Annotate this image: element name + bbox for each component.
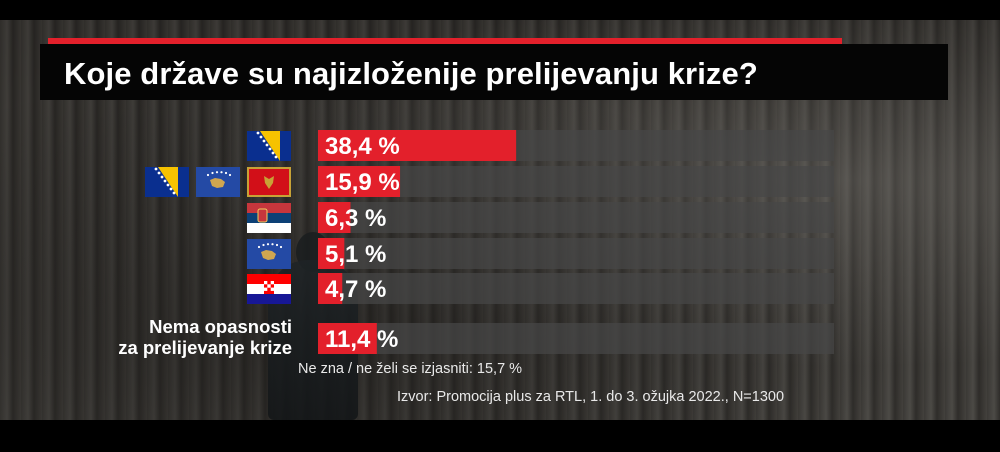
montenegro-flag-icon	[247, 167, 291, 197]
title-accent-bar	[48, 38, 842, 44]
bar-2	[318, 202, 351, 233]
serbia-flag-icon	[246, 202, 292, 234]
bar-value-label-0: 38,4 %	[325, 133, 400, 160]
kosovo-flag-icon	[247, 239, 291, 269]
bar-track-4	[318, 273, 834, 304]
bar-track-1	[318, 166, 834, 197]
bar-value-label-5: 11,4 %	[325, 326, 398, 353]
bar-track-3	[318, 238, 834, 269]
chart-title: Koje države su najizloženije prelijevanj…	[64, 56, 758, 91]
bar-4	[318, 273, 343, 304]
footnote: Ne zna / ne želi se izjasniti: 15,7 %	[298, 361, 523, 377]
bar-1	[318, 166, 401, 197]
bar-value-label-4: 4,7 %	[325, 276, 386, 303]
bosnia-flag-icon	[145, 167, 189, 197]
kosovo-flag-icon	[196, 167, 240, 197]
bosnia-flag-icon	[247, 131, 291, 161]
bar-value-label-2: 6,3 %	[325, 205, 386, 232]
bar-5	[318, 323, 377, 354]
category-label-5-line-0: Nema opasnosti	[149, 316, 292, 337]
source-note: Izvor: Promocija plus za RTL, 1. do 3. o…	[397, 389, 785, 405]
croatia-flag-icon	[247, 274, 291, 304]
title-bar	[40, 44, 948, 100]
bar-track-2	[318, 202, 834, 233]
bar-value-label-1: 15,9 %	[325, 169, 400, 196]
bar-3	[318, 238, 345, 269]
bar-value-label-3: 5,1 %	[325, 241, 386, 268]
bar-track-5	[318, 323, 834, 354]
category-label-5-line-1: za prelijevanje krize	[118, 337, 292, 358]
bar-0	[318, 130, 517, 161]
